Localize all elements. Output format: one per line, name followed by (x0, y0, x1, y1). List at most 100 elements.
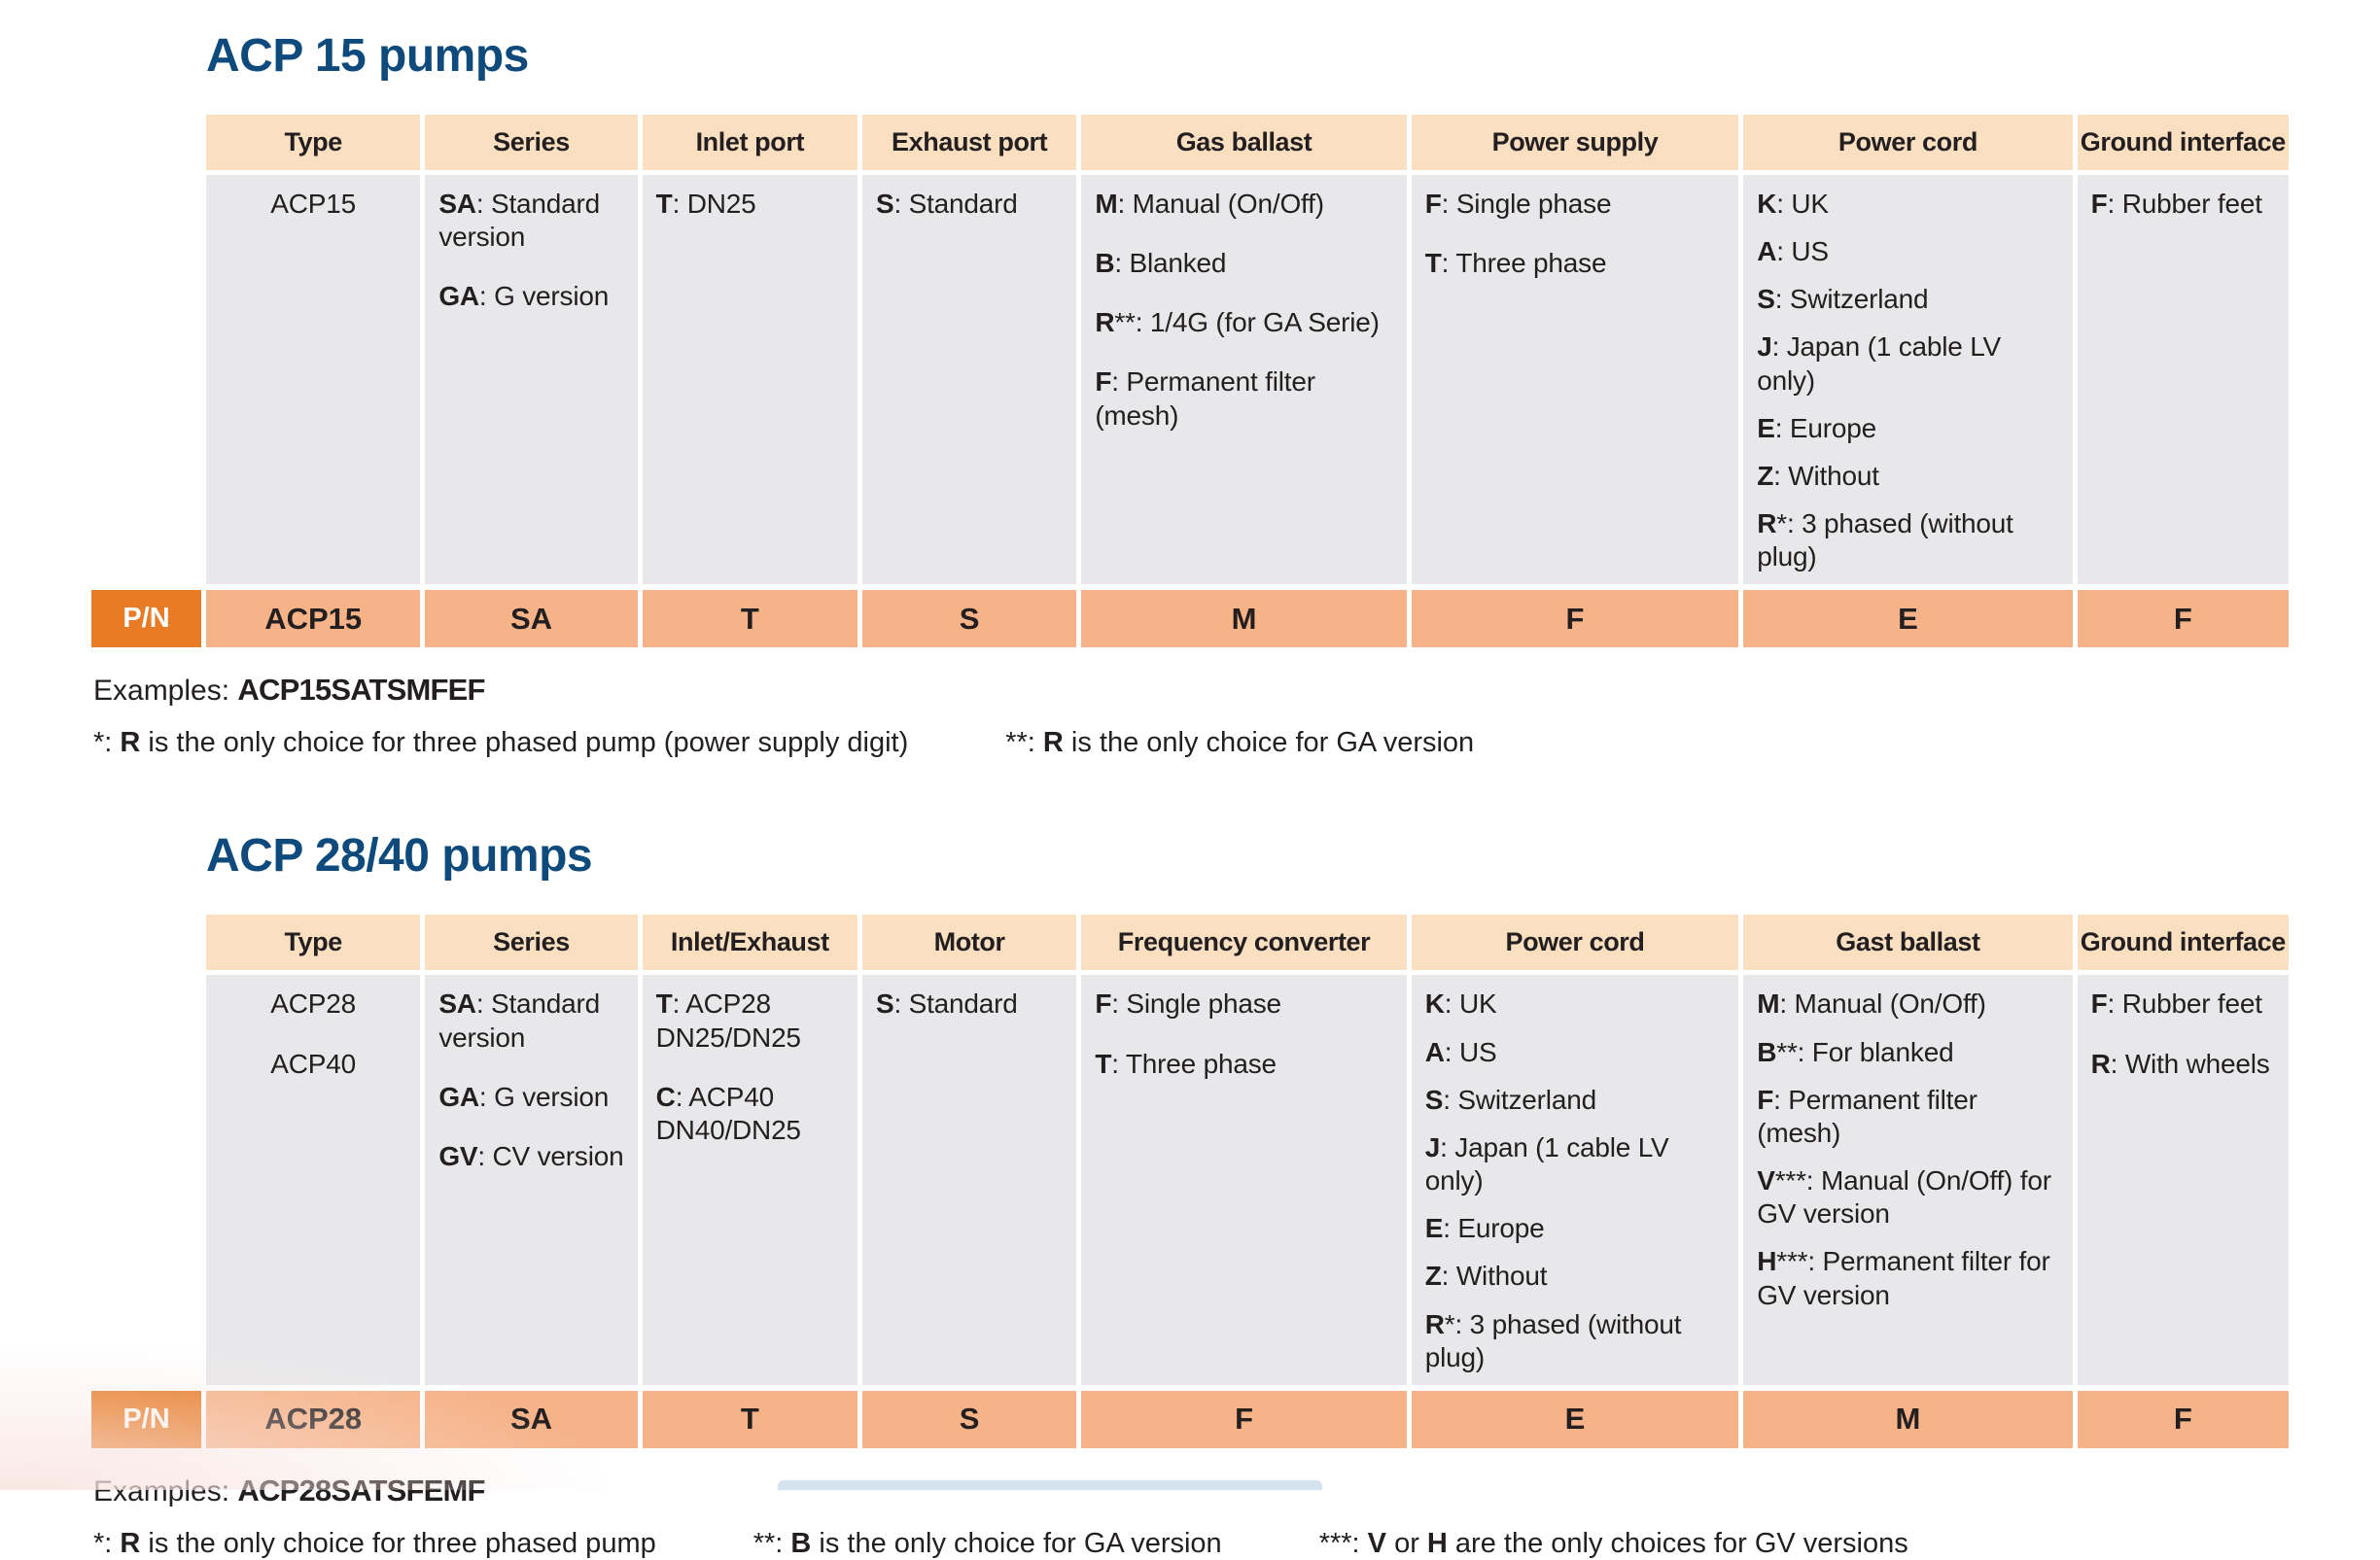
pn-badge: P/N (91, 590, 201, 648)
body-cell: F: Single phase T: Three phase (1411, 175, 1739, 585)
column-header-cell: Ground interface (2077, 915, 2289, 971)
column-header-cell: Frequency converter (1081, 915, 1407, 971)
option-item: H***: Permanent filter for GV version (1757, 1246, 2050, 1310)
pn-row: ACP15 SA T S M F E F (206, 590, 2289, 648)
column-header-cell: Series (425, 115, 638, 170)
option-item: J: Japan (1 cable LV only) (1757, 331, 2001, 396)
option-item: S: Standard (875, 988, 1018, 1020)
pn-cell: E (1743, 590, 2073, 648)
option-item: S: Standard (875, 189, 1018, 219)
body-cell: SA: Standard version GA: G version GV: CV … (425, 975, 638, 1385)
option-item: F: Rubber feet (2090, 988, 2262, 1020)
option-item: F: Single phase (1424, 189, 1612, 219)
option-item: R*: 3 phased (without plug) (1757, 508, 2013, 572)
option-item: SA: Standard version (438, 988, 601, 1053)
footnote: *: R is the only choice for three phased… (93, 1527, 656, 1559)
option-item: E: Europe (1757, 412, 1876, 443)
body-cell: K: UK A: US S: Switzerland J: Japan (1 cabl… (1411, 975, 1739, 1385)
body-cell: S: Standard (861, 975, 1077, 1385)
option-item: ACP15 (270, 189, 357, 219)
option-item: GA: G version (438, 1081, 610, 1112)
option-item: V***: Manual (On/Off) for GV version (1757, 1165, 2051, 1230)
body-cell: S: Standard (861, 175, 1077, 585)
option-item: E: Europe (1424, 1213, 1545, 1244)
body-cell: M: Manual (On/Off) B: Blanked R**: 1/4G (f… (1081, 175, 1407, 585)
body-cell: ACP15 (206, 175, 421, 585)
examples-label: Examples: (93, 675, 230, 708)
column-header-cell: Inlet/Exhaust (642, 915, 858, 971)
column-header-cell: Power supply (1411, 115, 1739, 170)
column-header-cell: Gas ballast (1081, 115, 1407, 170)
option-item: S: Switzerland (1424, 1084, 1596, 1115)
footnote: **: R is the only choice for GA version (1005, 727, 1475, 759)
body-cell: SA: Standard version GA: G version (425, 175, 638, 585)
column-header-cell: Type (206, 915, 421, 971)
option-item: F: Permanent filter (mesh) (1757, 1084, 1978, 1148)
option-item: R**: 1/4G (for GA Serie) (1095, 307, 1380, 338)
body-cell: F: Rubber feet R: With wheels (2077, 975, 2289, 1385)
option-item: B**: For blanked (1757, 1036, 1954, 1067)
examples-line: Examples: ACP28SATSFEMF (93, 1473, 2380, 1508)
examples-line: Examples: ACP15SATSMFEF (93, 673, 2380, 708)
column-header-cell: Series (425, 915, 638, 971)
pn-cell: SA (425, 1390, 638, 1448)
pn-cell: S (861, 590, 1077, 648)
pn-cell: ACP15 (206, 590, 421, 648)
option-item: Z: Without (1424, 1261, 1548, 1292)
footnotes: *: R is the only choice for three phased… (93, 727, 2380, 759)
example-code: ACP28SATSFEMF (237, 1473, 485, 1508)
footnote: *: R is the only choice for three phased… (93, 727, 909, 759)
pn-cell: SA (425, 590, 638, 648)
footnote: **: B is the only choice for GA version (752, 1527, 1222, 1559)
config-table: Type Series Inlet/Exhaust Motor Frequency co… (91, 915, 2289, 1448)
option-item: B: Blanked (1095, 248, 1227, 279)
body-cell: T: DN25 (642, 175, 858, 585)
column-header-cell: Inlet port (642, 115, 858, 170)
option-item: M: Manual (On/Off) (1095, 189, 1324, 219)
column-header-cell: Type (206, 115, 421, 170)
option-item: R: With wheels (2090, 1048, 2270, 1079)
option-item: T: Three phase (1424, 248, 1607, 279)
option-item: C: ACP40 DN40/DN25 (655, 1081, 801, 1145)
option-item: F: Single phase (1095, 988, 1281, 1020)
pn-cell: T (642, 590, 858, 648)
column-header-cell: Ground interface (2077, 115, 2289, 170)
option-item: F: Permanent filter (mesh) (1095, 366, 1315, 431)
option-item: ACP40 (270, 1048, 357, 1079)
column-header-cell: Gast ballast (1743, 915, 2073, 971)
option-item: K: UK (1424, 988, 1497, 1020)
footnote: ***: V or H are the only choices for GV … (1318, 1527, 1908, 1559)
option-item: M: Manual (On/Off) (1757, 988, 1986, 1020)
pn-cell: ACP28 (206, 1390, 421, 1448)
option-item: K: UK (1757, 189, 1829, 219)
option-item: A: US (1757, 236, 1829, 267)
pn-cell: M (1081, 590, 1407, 648)
pn-cell: F (2077, 1390, 2289, 1448)
body-cell: F: Single phase T: Three phase (1081, 975, 1407, 1385)
option-item: T: DN25 (655, 189, 756, 219)
body-cell: ACP28 ACP40 (206, 975, 421, 1385)
footer-bar (778, 1480, 1322, 1490)
pn-cell: M (1743, 1390, 2073, 1448)
option-item: T: ACP28 DN25/DN25 (655, 988, 801, 1053)
acp2840-section: ACP 28/40 pumps Type Series Inlet/Exhaust M… (0, 759, 2380, 1559)
option-item: F: Rubber feet (2090, 189, 2262, 219)
pn-cell: F (1081, 1390, 1407, 1448)
pn-cell: F (2077, 590, 2289, 648)
option-item: R*: 3 phased (without plug) (1424, 1308, 1682, 1372)
option-item: Z: Without (1757, 460, 1879, 491)
column-header-cell: Exhaust port (861, 115, 1077, 170)
body-cell: K: UK A: US S: Switzerland J: Japan (1 cabl… (1743, 175, 2073, 585)
option-item: A: US (1424, 1036, 1497, 1067)
option-item: ACP28 (270, 988, 357, 1020)
option-item: GV: CV version (438, 1140, 624, 1171)
option-item: J: Japan (1 cable LV only) (1424, 1131, 1669, 1196)
column-header-cell: Power cord (1411, 915, 1739, 971)
pn-cell: E (1411, 1390, 1739, 1448)
example-code: ACP15SATSMFEF (237, 673, 485, 708)
column-header-cell: Motor (861, 915, 1077, 971)
body-cell: T: ACP28 DN25/DN25 C: ACP40 DN40/DN25 (642, 975, 858, 1385)
table-body-row: ACP28 ACP40 SA: Standard version GA: G vers… (206, 975, 2289, 1385)
table-header-row: Type Series Inlet port Exhaust port Gas ball… (206, 115, 2289, 170)
table-body-row: ACP15 SA: Standard version GA: G version T:… (206, 175, 2289, 585)
